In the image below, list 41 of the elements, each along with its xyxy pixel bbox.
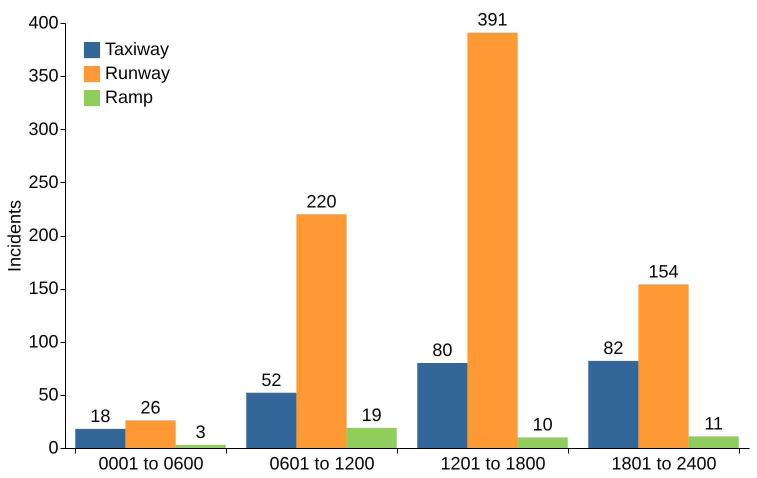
legend-label: Ramp: [105, 87, 154, 107]
legend-label: Runway: [105, 63, 170, 83]
bar: [176, 444, 226, 448]
data-label: 80: [432, 340, 452, 360]
bar: [346, 428, 397, 448]
x-tick-label: 1801 to 2400: [611, 454, 717, 474]
x-tick-label: 0001 to 0600: [98, 454, 204, 474]
data-label: 26: [140, 397, 161, 418]
legend-label: Taxiway: [105, 39, 170, 59]
bar: [417, 363, 468, 448]
bar: [688, 436, 739, 448]
y-axis-title: Incidents: [4, 200, 24, 272]
x-tick-label: 1201 to 1800: [440, 454, 546, 474]
y-tick-label: 0: [48, 438, 58, 458]
data-label: 11: [704, 413, 724, 434]
data-label: 3: [196, 422, 206, 442]
bar: [467, 32, 518, 448]
bar: [588, 360, 638, 448]
data-label: 52: [261, 370, 282, 390]
y-tick-label: 100: [28, 331, 58, 352]
bar: [75, 428, 126, 448]
data-label: 19: [362, 404, 382, 425]
bar: [638, 284, 689, 448]
data-label: 220: [306, 191, 337, 212]
data-label: 154: [648, 261, 679, 282]
bar: [296, 214, 347, 448]
bar: [125, 420, 176, 448]
data-label: 10: [532, 414, 553, 434]
y-tick-label: 300: [28, 118, 58, 139]
y-tick-label: 200: [28, 225, 58, 245]
y-tick-label: 250: [28, 172, 58, 192]
data-label: 18: [90, 406, 110, 426]
bar: [246, 392, 296, 448]
y-tick-label: 350: [28, 66, 58, 86]
y-tick-label: 400: [28, 12, 58, 32]
x-tick-label: 0601 to 1200: [269, 454, 375, 474]
bar: [518, 437, 568, 448]
y-tick-label: 50: [38, 384, 58, 404]
y-tick-label: 150: [28, 278, 58, 298]
data-label: 82: [603, 338, 624, 358]
data-label: 391: [477, 10, 508, 30]
